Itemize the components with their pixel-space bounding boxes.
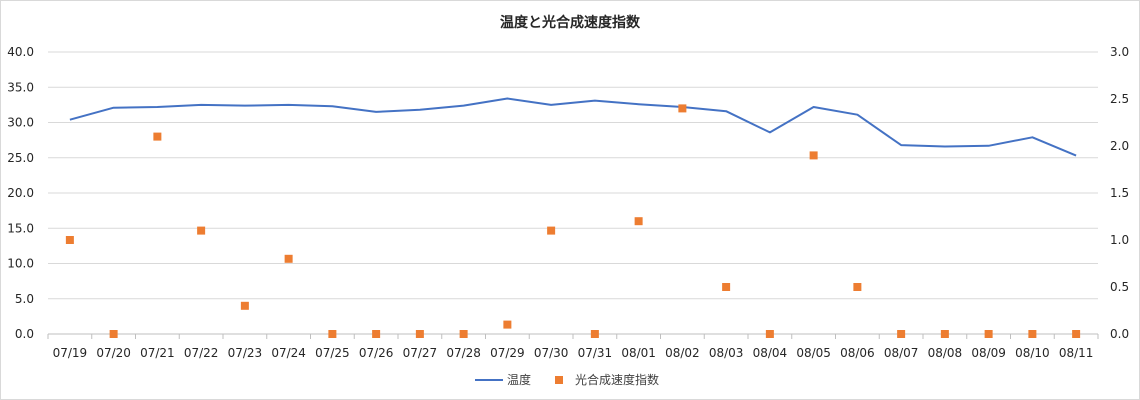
photosynthesis-point bbox=[459, 330, 468, 338]
x-axis-ticks: 07/19 07/20 07/21 07/22 07/23 07/24 07/25 07/26… bbox=[47, 334, 1099, 360]
temperature-line bbox=[69, 97, 1077, 157]
y-left-tick-label: 10.0 bbox=[7, 257, 34, 271]
y-right-tick-label: 1.0 bbox=[1110, 233, 1129, 247]
x-tick-label: 07/27 bbox=[403, 346, 438, 360]
x-tick-label: 07/26 bbox=[359, 346, 394, 360]
x-tick-label: 07/23 bbox=[228, 346, 263, 360]
photosynthesis-point bbox=[722, 283, 731, 291]
photosynthesis-point bbox=[897, 330, 906, 338]
y-left-tick-label: 40.0 bbox=[7, 45, 34, 59]
y-right-tick-label: 2.0 bbox=[1110, 139, 1129, 153]
photosynthesis-point bbox=[372, 330, 381, 338]
y-left-tick-label: 20.0 bbox=[7, 186, 34, 200]
chart-title: 温度と光合成速度指数 bbox=[500, 14, 641, 31]
photosynthesis-point bbox=[853, 283, 862, 291]
photosynthesis-point bbox=[1072, 330, 1081, 338]
gridlines bbox=[48, 51, 1098, 335]
photosynthesis-series bbox=[65, 104, 1081, 338]
y-right-tick-label: 3.0 bbox=[1110, 45, 1129, 59]
legend-label-temperature: 温度 bbox=[507, 372, 531, 387]
right-axis-ticks: 0.0 0.5 1.0 1.5 2.0 2.5 3.0 bbox=[1110, 45, 1129, 341]
y-left-tick-label: 30.0 bbox=[7, 116, 34, 130]
x-tick-label: 08/01 bbox=[621, 346, 656, 360]
y-left-tick-label: 15.0 bbox=[7, 221, 34, 235]
y-left-tick-label: 35.0 bbox=[7, 80, 34, 94]
photosynthesis-point bbox=[765, 330, 774, 338]
y-left-tick-label: 25.0 bbox=[7, 151, 34, 165]
x-tick-label: 08/09 bbox=[971, 346, 1006, 360]
y-left-tick-label: 5.0 bbox=[15, 292, 34, 306]
x-tick-label: 08/10 bbox=[1015, 346, 1050, 360]
left-axis-ticks: 0.0 5.0 10.0 15.0 20.0 25.0 30.0 35.0 40.0 bbox=[7, 45, 34, 341]
y-right-tick-label: 0.0 bbox=[1110, 327, 1129, 341]
x-tick-label: 08/02 bbox=[665, 346, 700, 360]
photosynthesis-point bbox=[197, 226, 206, 235]
legend: 温度 光合成速度指数 bbox=[475, 372, 659, 387]
photosynthesis-point bbox=[984, 330, 993, 338]
x-tick-label: 08/11 bbox=[1059, 346, 1094, 360]
photosynthesis-point bbox=[415, 330, 424, 338]
legend-label-photosynthesis: 光合成速度指数 bbox=[575, 372, 659, 387]
photosynthesis-point bbox=[328, 330, 337, 338]
x-tick-label: 08/06 bbox=[840, 346, 875, 360]
temperature-series bbox=[69, 97, 1077, 157]
x-tick-label: 07/30 bbox=[534, 346, 569, 360]
photosynthesis-point bbox=[240, 301, 249, 310]
photosynthesis-point bbox=[503, 320, 512, 329]
photosynthesis-point bbox=[940, 330, 949, 338]
y-right-tick-label: 0.5 bbox=[1110, 280, 1129, 294]
photosynthesis-point bbox=[634, 217, 643, 226]
photosynthesis-point bbox=[284, 254, 293, 263]
x-tick-label: 08/07 bbox=[884, 346, 919, 360]
x-tick-label: 07/28 bbox=[446, 346, 481, 360]
y-right-tick-label: 1.5 bbox=[1110, 186, 1129, 200]
legend-marker-swatch bbox=[555, 376, 563, 384]
x-tick-label: 07/25 bbox=[315, 346, 350, 360]
photosynthesis-point bbox=[678, 104, 687, 113]
x-tick-label: 07/20 bbox=[96, 346, 131, 360]
photosynthesis-point bbox=[153, 132, 162, 141]
x-tick-label: 08/04 bbox=[753, 346, 788, 360]
photosynthesis-point bbox=[590, 330, 599, 338]
x-tick-label: 07/31 bbox=[578, 346, 613, 360]
x-tick-label: 07/21 bbox=[140, 346, 175, 360]
x-tick-label: 08/05 bbox=[796, 346, 831, 360]
x-tick-label: 07/19 bbox=[53, 346, 88, 360]
x-tick-label: 07/29 bbox=[490, 346, 525, 360]
x-tick-label: 07/22 bbox=[184, 346, 219, 360]
x-tick-label: 07/24 bbox=[271, 346, 306, 360]
photosynthesis-point bbox=[547, 226, 556, 235]
photosynthesis-point bbox=[809, 151, 818, 160]
x-tick-label: 08/03 bbox=[709, 346, 744, 360]
y-left-tick-label: 0.0 bbox=[15, 327, 34, 341]
photosynthesis-point bbox=[109, 330, 118, 338]
x-tick-label: 08/08 bbox=[928, 346, 963, 360]
photosynthesis-point bbox=[1028, 330, 1037, 338]
photosynthesis-point bbox=[65, 236, 74, 244]
y-right-tick-label: 2.5 bbox=[1110, 92, 1129, 106]
